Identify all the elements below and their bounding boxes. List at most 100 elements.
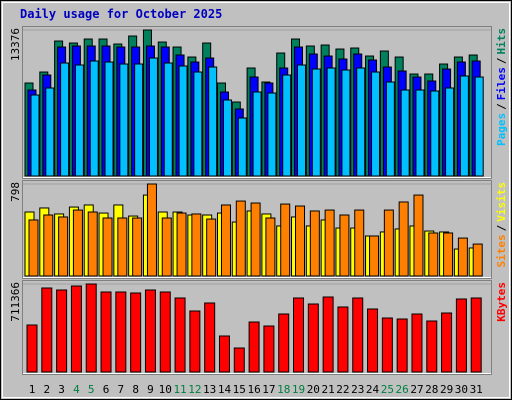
legend-entry: Pages — [495, 113, 508, 146]
bar — [309, 210, 320, 277]
x-tick-label: 3 — [58, 383, 65, 396]
bar — [41, 287, 53, 373]
bar — [352, 297, 364, 373]
bar — [381, 317, 393, 373]
legend: KBytes — [495, 282, 508, 322]
x-tick-label: 13 — [203, 383, 216, 396]
x-tick-label: 26 — [396, 383, 409, 396]
x-tick-label: 16 — [247, 383, 260, 396]
bar — [161, 217, 172, 277]
bar — [144, 289, 156, 373]
bar — [267, 92, 277, 177]
x-tick-label: 22 — [336, 383, 349, 396]
bar — [134, 63, 144, 177]
bar — [339, 214, 350, 277]
bar — [191, 213, 202, 277]
bar — [119, 63, 129, 177]
x-tick-label: 11 — [173, 383, 186, 396]
bar — [367, 308, 379, 373]
x-tick-label: 29 — [440, 383, 453, 396]
x-tick-label: 1 — [29, 383, 36, 396]
bar — [30, 94, 40, 177]
bar — [193, 71, 203, 177]
bar — [117, 217, 128, 277]
bar — [43, 214, 54, 277]
bar — [337, 306, 349, 373]
legend-separator: / — [495, 224, 508, 231]
bar — [326, 67, 336, 177]
bar — [428, 232, 439, 277]
bar — [233, 347, 245, 373]
bar — [295, 205, 306, 277]
bar — [74, 64, 84, 177]
x-tick-label: 31 — [470, 383, 483, 396]
bar — [383, 209, 394, 277]
x-tick-label: 20 — [307, 383, 320, 396]
x-tick-label: 15 — [233, 383, 246, 396]
bar — [457, 237, 468, 277]
bar — [89, 60, 99, 177]
bar — [311, 68, 321, 177]
bar — [178, 65, 188, 177]
x-tick-label: 17 — [262, 383, 275, 396]
legend-entry: Visits — [495, 182, 508, 222]
bar — [206, 218, 217, 277]
bar — [100, 291, 112, 373]
bar — [87, 211, 98, 277]
legend-entry: KBytes — [495, 282, 508, 322]
bar — [85, 283, 97, 373]
bar — [132, 217, 143, 277]
bar — [385, 81, 395, 177]
legend-entry: Files — [495, 67, 508, 100]
x-tick-label: 24 — [366, 383, 380, 396]
bar — [307, 303, 319, 373]
bar — [354, 209, 365, 277]
bar — [70, 285, 82, 373]
bar — [293, 297, 305, 373]
x-tick-label: 23 — [351, 383, 364, 396]
legend-separator: / — [495, 103, 508, 110]
bar — [56, 289, 68, 373]
bar — [176, 212, 187, 277]
bar — [115, 291, 127, 373]
bar — [58, 216, 69, 277]
chart-title: Daily usage for October 2025 — [20, 7, 222, 21]
legend: Pages / Files / Hits — [495, 28, 508, 146]
bar — [443, 232, 454, 277]
bar — [426, 320, 438, 373]
bar — [445, 87, 455, 177]
bar — [218, 335, 230, 373]
x-tick-label: 5 — [88, 383, 95, 396]
bar — [280, 203, 291, 277]
legend-entry: Sites — [495, 234, 508, 267]
bar — [411, 313, 423, 373]
bar — [472, 243, 483, 277]
bar — [60, 62, 70, 177]
bar — [174, 297, 186, 373]
bar — [356, 67, 366, 177]
bar — [371, 71, 381, 177]
legend-entry: Hits — [495, 28, 508, 55]
bar — [163, 62, 173, 177]
bar — [413, 194, 424, 277]
x-tick-label: 8 — [132, 383, 139, 396]
bar — [263, 325, 275, 373]
bar — [282, 74, 292, 177]
bar — [159, 291, 171, 373]
bar — [28, 219, 39, 277]
bar — [237, 117, 247, 177]
bar — [278, 313, 290, 373]
bar — [322, 296, 334, 373]
bar — [204, 302, 216, 373]
x-tick-label: 21 — [322, 383, 335, 396]
x-tick-label: 30 — [455, 383, 468, 396]
bar — [341, 69, 351, 177]
bar — [369, 235, 380, 277]
bar — [26, 324, 38, 373]
x-tick-label: 4 — [73, 383, 80, 396]
bar — [248, 321, 260, 373]
y-tick-label: 798 — [9, 182, 22, 202]
bar — [474, 76, 484, 177]
x-tick-label: 7 — [118, 383, 125, 396]
